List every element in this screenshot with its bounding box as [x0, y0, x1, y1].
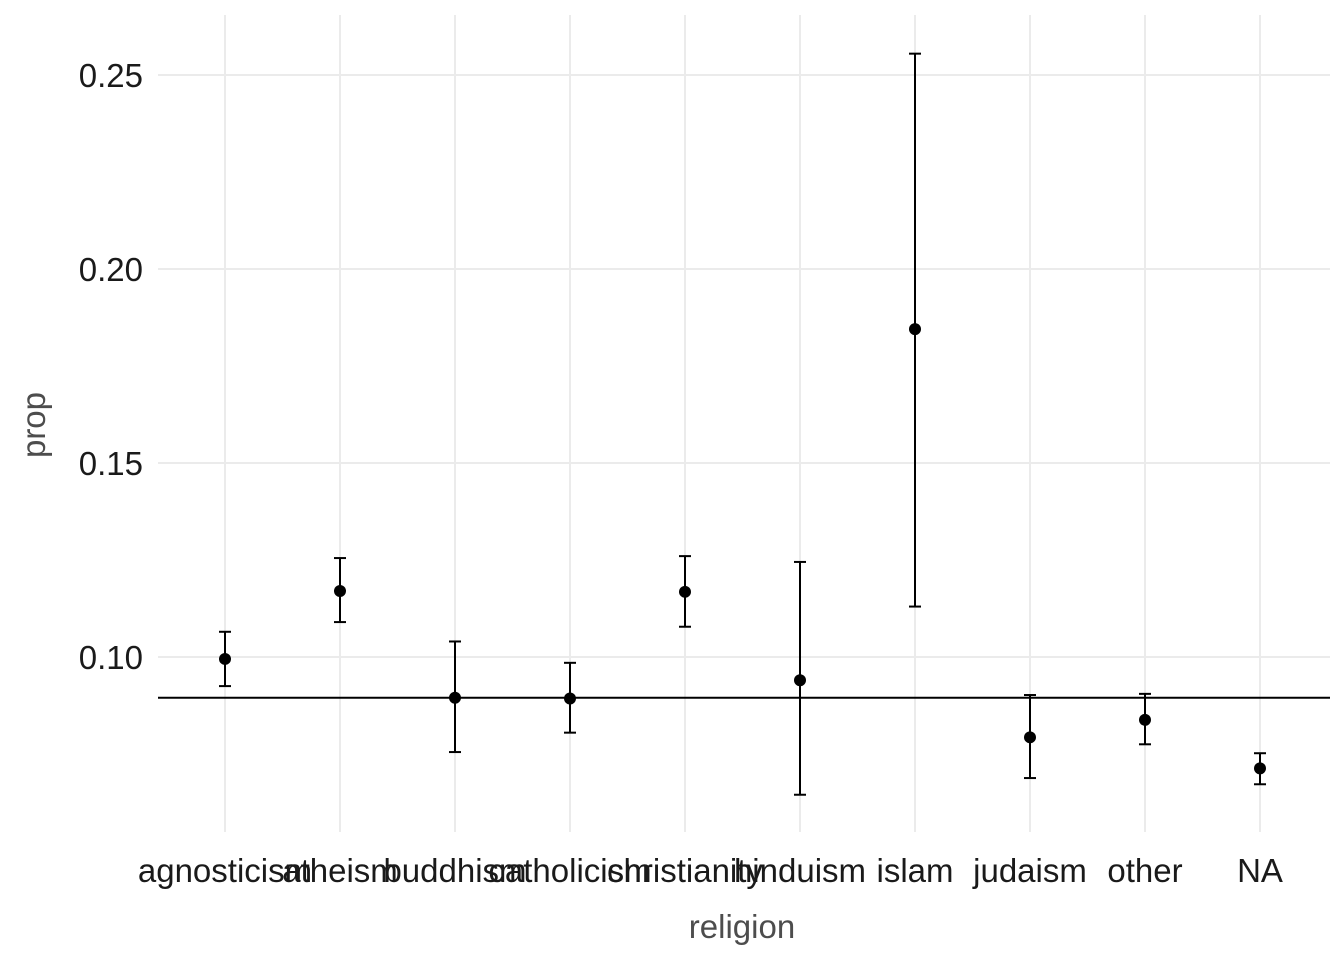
y-axis-title: prop: [15, 392, 52, 458]
y-tick-label: 0.15: [79, 445, 143, 482]
data-point: [679, 585, 691, 598]
y-tick-label: 0.10: [79, 639, 143, 676]
data-point: [909, 323, 921, 336]
x-tick-label: christianity: [607, 852, 763, 889]
x-axis-title: religion: [689, 908, 795, 945]
data-point: [1254, 762, 1266, 775]
x-tick-label: atheism: [282, 852, 398, 889]
x-tick-label: catholicism: [488, 852, 651, 889]
y-tick-label: 0.20: [79, 251, 143, 288]
x-tick-label: buddhism: [383, 852, 526, 889]
x-tick-label: islam: [876, 852, 953, 889]
x-tick-labels: agnosticismatheismbuddhismcatholicismchr…: [138, 852, 1283, 889]
x-tick-label: NA: [1237, 852, 1283, 889]
x-tick-label: hinduism: [734, 852, 866, 889]
y-tick-labels: 0.10 0.15 0.20 0.25: [79, 57, 143, 676]
x-tick-label: agnosticism: [138, 852, 312, 889]
x-tick-label: other: [1107, 852, 1182, 889]
data-point: [334, 585, 346, 598]
data-point: [449, 691, 461, 704]
data-point: [1139, 713, 1151, 726]
data-point: [794, 674, 806, 687]
data-point: [219, 652, 231, 665]
y-tick-label: 0.25: [79, 57, 143, 94]
data-point: [1024, 731, 1036, 744]
data-point: [564, 692, 576, 705]
x-tick-label: judaism: [972, 852, 1087, 889]
point-layer: [219, 323, 1266, 775]
